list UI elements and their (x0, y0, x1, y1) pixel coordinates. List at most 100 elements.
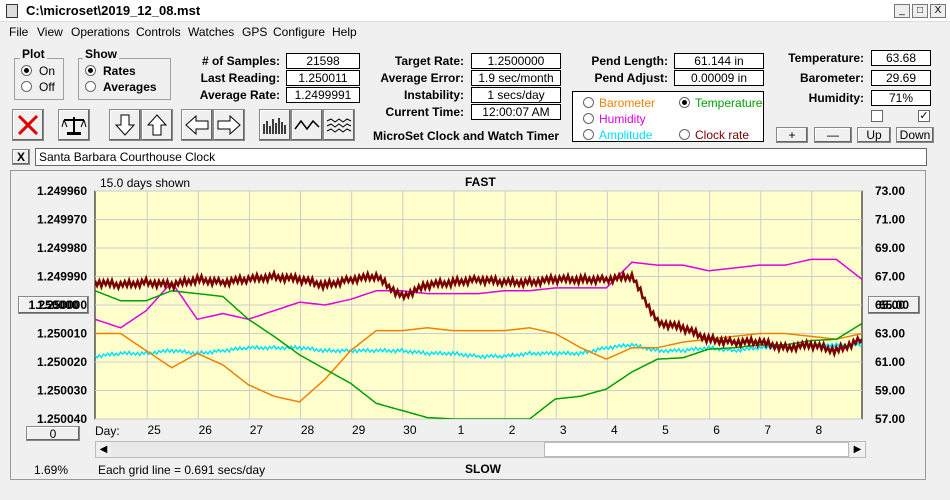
days-shown-label: 15.0 days shown (100, 176, 191, 190)
series-line-amplitude (95, 341, 862, 360)
window-title: C:\microset\2019_12_08.mst (26, 3, 201, 18)
show-rates-label: Rates (103, 64, 136, 78)
plus-button[interactable]: + (776, 127, 808, 143)
left-tick-label: 1.249980 (37, 241, 87, 255)
menu-help[interactable]: Help (332, 25, 357, 39)
show-averages-radio[interactable] (85, 81, 96, 92)
day-tick-label: 27 (250, 423, 264, 437)
temperature-radio[interactable] (679, 97, 690, 108)
menu-view[interactable]: View (37, 25, 63, 39)
average-error-label: Average Error: (380, 71, 464, 85)
series-line-barometer (95, 327, 862, 403)
line-view-button[interactable] (291, 109, 323, 141)
clock-name-input[interactable]: Santa Barbara Courthouse Clock (35, 148, 927, 166)
day-tick-label: 8 (816, 423, 823, 437)
day-tick-label: 28 (301, 423, 315, 437)
day-tick-label: 29 (352, 423, 366, 437)
center-temp-button[interactable]: 65.00 (868, 296, 920, 314)
instability-label: Instability: (403, 88, 464, 102)
arrow-right-button[interactable] (213, 109, 245, 141)
barometer-reading-label: Barometer: (799, 71, 864, 85)
left-tick-label: 1.249960 (37, 184, 87, 198)
multi-wave-icon (326, 118, 352, 133)
average-error-field: 1.9 sec/month (471, 70, 561, 86)
app-caption: MicroSet Clock and Watch Timer (373, 129, 560, 143)
day-tick-label: 6 (713, 423, 720, 437)
bar-view-button[interactable] (259, 109, 291, 141)
series-line-temperature (95, 290, 862, 419)
clear-name-button[interactable]: X (12, 149, 30, 165)
day-tick-label: 3 (560, 423, 567, 437)
humidity-radio[interactable] (583, 113, 594, 124)
noise-view-button[interactable] (323, 109, 355, 141)
pend-length-label: Pend Length: (591, 54, 668, 68)
barometer-radio[interactable] (583, 97, 594, 108)
grid-note: Each grid line = 0.691 secs/day (98, 463, 266, 477)
left-tick-label: 1.249990 (37, 270, 87, 284)
right-tick-label: 63.00 (875, 327, 905, 341)
close-button[interactable]: X (930, 4, 946, 18)
arrow-down-button[interactable] (109, 109, 141, 141)
right-checkbox[interactable]: ✓ (918, 110, 930, 122)
app-icon (6, 4, 18, 18)
x-icon (17, 114, 39, 136)
arrow-left-button[interactable] (181, 109, 213, 141)
arrow-up-button[interactable] (141, 109, 173, 141)
show-group-label: Show (83, 47, 119, 61)
left-tick-label: 1.250030 (37, 384, 87, 398)
humidity-reading-field: 71% (871, 90, 931, 106)
offset-button[interactable]: 0 (26, 426, 80, 441)
plot-off-radio[interactable] (21, 81, 32, 92)
clock-rate-radio[interactable] (679, 129, 690, 140)
arrow-left-icon (185, 115, 209, 135)
left-checkbox[interactable] (871, 110, 883, 122)
show-rates-radio[interactable] (85, 65, 96, 76)
pend-adjust-field: 0.00009 in (674, 70, 764, 86)
scroll-right-icon[interactable]: ▶ (850, 442, 865, 457)
right-tick-label: 59.00 (875, 384, 905, 398)
humidity-label: Humidity (599, 112, 646, 126)
temperature-reading-label: Temperature: (788, 51, 864, 65)
barometer-label: Barometer (599, 96, 656, 110)
scroll-left-icon[interactable]: ◀ (96, 442, 111, 457)
left-tick-label: 1.250000 (37, 298, 87, 312)
menu-watches[interactable]: Watches (188, 25, 235, 39)
menu-controls[interactable]: Controls (136, 25, 181, 39)
right-tick-label: 73.00 (875, 184, 905, 198)
arrow-right-icon (217, 115, 241, 135)
minimize-button[interactable]: _ (894, 4, 910, 18)
plot-on-radio[interactable] (21, 65, 32, 76)
plot-group-label: Plot (20, 47, 47, 61)
menu-gps[interactable]: GPS (242, 25, 268, 39)
series-line-clock-rate (95, 268, 862, 359)
day-tick-label: 7 (764, 423, 771, 437)
down-button[interactable]: Down (896, 127, 934, 143)
menu-operations[interactable]: Operations (71, 25, 130, 39)
show-group (78, 58, 171, 100)
menu-file[interactable]: File (9, 25, 29, 39)
current-time-field: 12:00:07 AM (471, 104, 561, 120)
chart-panel (10, 170, 926, 480)
left-tick-label: 1.250020 (37, 355, 87, 369)
minus-button[interactable]: — (814, 127, 852, 143)
wave-icon (294, 119, 320, 131)
day-tick-label: 26 (199, 423, 213, 437)
scroll-thumb[interactable] (544, 442, 849, 457)
target-rate-field[interactable]: 1.2500000 (471, 53, 561, 69)
menu-configure[interactable]: Configure (273, 25, 326, 39)
center-rate-button[interactable]: 1.250000 (18, 296, 89, 314)
up-button[interactable]: Up (857, 127, 891, 143)
right-tick-label: 67.00 (875, 270, 905, 284)
stop-button[interactable] (12, 109, 44, 141)
amplitude-radio[interactable] (583, 129, 594, 140)
balance-button[interactable] (58, 109, 90, 141)
bars-icon (263, 118, 286, 134)
average-rate-field: 1.2499991 (286, 87, 360, 103)
arrow-down-icon (115, 114, 135, 136)
percent-label: 1.69% (34, 463, 69, 477)
maximize-button[interactable]: □ (912, 4, 928, 18)
right-tick-label: 71.00 (875, 213, 905, 227)
channel-selector (572, 91, 764, 142)
show-averages-label: Averages (103, 80, 157, 94)
